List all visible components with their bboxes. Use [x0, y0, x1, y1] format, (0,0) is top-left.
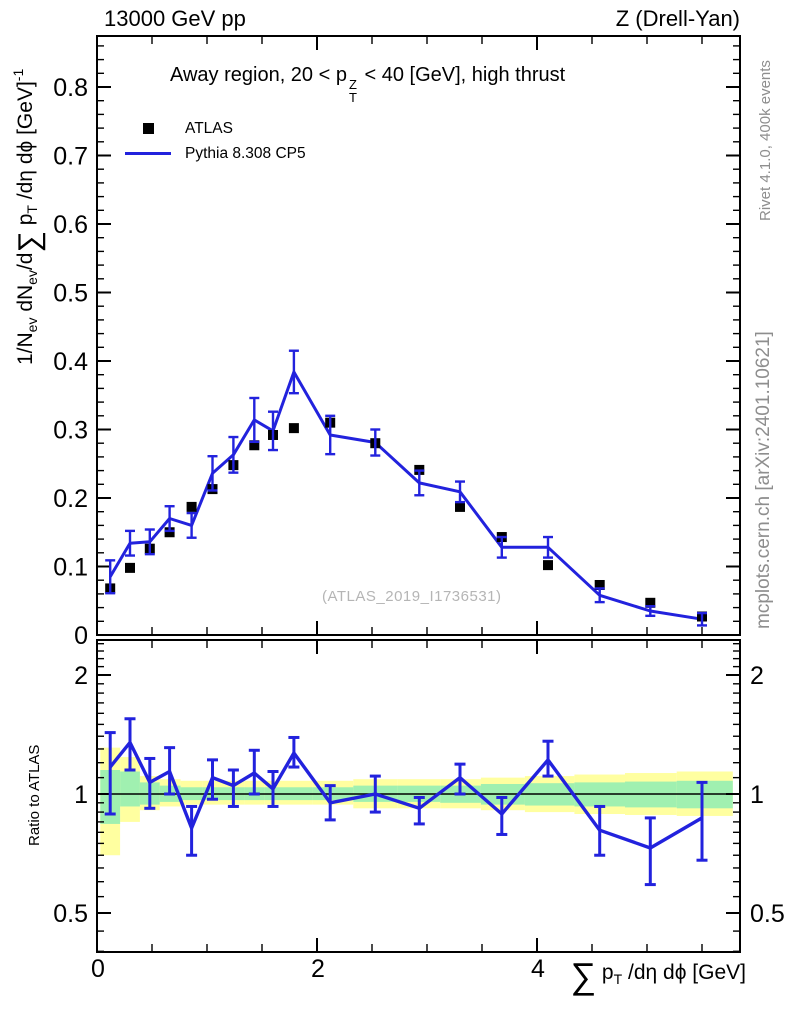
svg-text:0.3: 0.3 — [53, 417, 88, 445]
y-title-p1: 1/N — [14, 332, 37, 365]
svg-text:1: 1 — [750, 781, 764, 809]
watermark-analysis-id: (ATLAS_2019_I1736531) — [322, 588, 502, 605]
tick-labels: 0 0.1 0.2 0.3 0.4 0.5 0.6 0.7 0.8 0 2 4 0.5 0.5 1 1 2 2 — [53, 74, 785, 983]
svg-text:0.8: 0.8 — [53, 74, 88, 102]
svg-text:0.5: 0.5 — [53, 900, 88, 928]
y-title-sub-ev1: ev — [24, 317, 40, 333]
ratio-line-series — [104, 717, 708, 887]
header-energy-label: 13000 GeV pp — [104, 6, 246, 31]
pt-superscript: Z — [348, 77, 357, 92]
x-title-p2: /dη dϕ [GeV] — [622, 961, 746, 984]
mcplots-citation-label: mcplots.cern.ch [arXiv:2401.10621] — [753, 331, 774, 629]
x-title-p1: p — [596, 961, 614, 984]
sum-icon: ∑ — [13, 231, 46, 253]
black-square-marker-icon — [142, 123, 154, 134]
svg-text:0: 0 — [91, 955, 105, 983]
svg-text:4: 4 — [531, 955, 545, 983]
svg-text:0.6: 0.6 — [53, 211, 88, 239]
svg-text:0.5: 0.5 — [750, 900, 785, 928]
legend-item-pythia: Pythia 8.308 CP5 — [123, 141, 306, 166]
x-title-sub-T: T — [613, 971, 623, 987]
x-axis-title: ∑ pT /dη dϕ [GeV] — [570, 955, 746, 997]
y-title-p3: /d — [14, 252, 37, 271]
svg-text:0: 0 — [74, 622, 88, 650]
sum-icon-x: ∑ — [570, 955, 597, 996]
y-title-p5: /dη dϕ [GeV] — [14, 81, 37, 206]
pt-subscript: T — [348, 90, 357, 105]
legend-label-pythia: Pythia 8.308 CP5 — [185, 144, 306, 162]
svg-text:0.2: 0.2 — [53, 485, 88, 513]
legend-label-atlas: ATLAS — [185, 119, 233, 137]
ratio-axis-title: Ratio to ATLAS — [26, 744, 43, 846]
panel-frames — [96, 35, 741, 953]
svg-text:2: 2 — [750, 662, 764, 690]
y-title-p2: dN — [14, 284, 37, 318]
y-title-p4: p — [14, 213, 37, 232]
svg-text:0.5: 0.5 — [53, 280, 88, 308]
svg-text:0.7: 0.7 — [53, 143, 88, 171]
svg-text:0.4: 0.4 — [53, 348, 88, 376]
atlas-marker-cell — [123, 123, 173, 134]
legend-item-atlas: ATLAS — [123, 116, 306, 141]
y-title-sub-ev2: ev — [24, 270, 40, 285]
plot-title-text: Away region, 20 < p — [170, 64, 347, 86]
svg-text:2: 2 — [311, 955, 325, 983]
y-axis-title: 1/Nev dNev/d∑ pT /dη dϕ [GeV]-1 — [10, 69, 47, 365]
axis-ticks — [96, 36, 740, 953]
ratio-uncertainty-bands — [100, 747, 733, 856]
blue-line-marker-icon — [125, 151, 171, 156]
y-title-sub-T: T — [24, 205, 40, 214]
plot-title-text-tail: < 40 [GeV], high thrust — [358, 64, 566, 86]
pythia-marker-cell — [123, 151, 173, 156]
pythia-error-bars — [105, 349, 707, 627]
svg-text:1: 1 — [74, 781, 88, 809]
pythia-line-series — [108, 370, 703, 621]
legend: ATLAS Pythia 8.308 CP5 — [123, 116, 306, 166]
rivet-version-label: Rivet 4.1.0, 400k events — [757, 60, 774, 221]
svg-text:0.1: 0.1 — [53, 554, 88, 582]
y-title-sup-inv: -1 — [10, 68, 26, 82]
svg-text:2: 2 — [74, 662, 88, 690]
header-process-label: Z (Drell-Yan) — [615, 6, 740, 31]
